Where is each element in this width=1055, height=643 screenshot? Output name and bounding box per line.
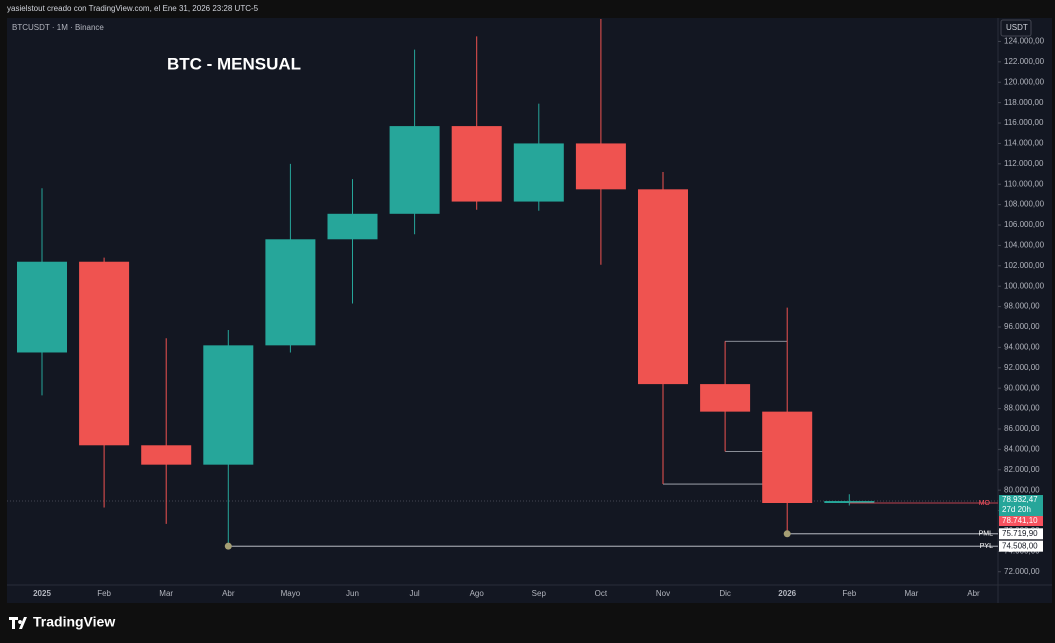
logo [9, 617, 27, 629]
candle-body [79, 261, 130, 446]
y-tick-label: 88.000,00 [1004, 404, 1040, 413]
candle-body [638, 189, 688, 385]
candle-body [141, 445, 192, 465]
y-tick-label: 84.000,00 [1004, 444, 1040, 453]
y-tick-label: 114.000,00 [1004, 139, 1044, 148]
x-tick-label: Jul [409, 589, 419, 598]
y-tick-label: 92.000,00 [1004, 363, 1040, 372]
x-tick-label: Feb [842, 589, 856, 598]
candle-body [203, 345, 254, 465]
y-tick-label: 122.000,00 [1004, 57, 1045, 66]
y-tick-label: 116.000,00 [1004, 118, 1044, 127]
x-tick-label: Nov [656, 589, 670, 598]
marker-name: PML [979, 531, 994, 538]
y-tick-label: 124.000,00 [1004, 37, 1045, 46]
candle-body [17, 261, 67, 353]
y-tick-label: 112.000,00 [1004, 159, 1044, 168]
y-tick-label: 104.000,00 [1004, 241, 1045, 250]
x-tick-label: Jun [346, 589, 359, 598]
x-tick-label: Dic [719, 589, 731, 598]
x-tick-label: Abr [967, 589, 980, 598]
marker-dot [783, 530, 791, 538]
chart-background [7, 18, 1052, 603]
y-tick-label: 118.000,00 [1004, 98, 1044, 107]
price-label: 78.741,10 [1002, 516, 1038, 525]
x-tick-label: Oct [595, 589, 608, 598]
marker-name: PYL [980, 543, 993, 550]
current-price-box [999, 495, 1043, 517]
brand: TradingView [33, 614, 115, 630]
candle-body [575, 143, 626, 190]
price-box [999, 528, 1043, 540]
candle-body [824, 501, 875, 503]
marker-name: MO [979, 500, 991, 507]
x-tick-label: Ago [470, 589, 485, 598]
y-tick-label: 96.000,00 [1004, 322, 1040, 331]
caption: yasielstout creado con TradingView.com, … [7, 4, 259, 13]
x-tick-label: Abr [222, 589, 235, 598]
x-tick-label: 2025 [33, 589, 51, 598]
symbol: BTCUSDT · 1M · Binance [12, 23, 104, 32]
currency-box [1000, 19, 1032, 37]
x-tick-label: Mar [905, 589, 919, 598]
y-tick-label: 98.000,00 [1004, 302, 1040, 311]
x-tick-label: Sep [532, 589, 547, 598]
y-tick-label: 82.000,00 [1004, 465, 1040, 474]
y-tick-label: 94.000,00 [1004, 342, 1040, 351]
marker-dot [224, 542, 232, 550]
y-tick-label: 110.000,00 [1004, 179, 1044, 188]
x-tick-label: 2026 [778, 589, 796, 598]
candle-body [513, 143, 564, 202]
candle-body [700, 384, 751, 412]
price-box [999, 540, 1043, 552]
candle-body [389, 126, 440, 214]
y-tick-label: 80.000,00 [1004, 485, 1040, 494]
candle-body [327, 213, 378, 240]
x-tick-label: Feb [97, 589, 111, 598]
y-tick-label: 72.000,00 [1004, 567, 1040, 576]
candle-body [265, 239, 316, 346]
x-tick-label: Mayo [281, 589, 301, 598]
y-tick-label: 90.000,00 [1004, 383, 1040, 392]
price-box [999, 514, 1043, 526]
current-price-label: 78.932,47 [1002, 495, 1038, 504]
y-tick-label: 102.000,00 [1004, 261, 1045, 270]
candle-body [762, 411, 813, 503]
price-label: 74.508,00 [1002, 541, 1038, 550]
chart-title: BTC - MENSUAL [167, 54, 301, 73]
y-tick-label: 100.000,00 [1004, 281, 1045, 290]
candle-body [451, 126, 502, 202]
x-tick-label: Mar [159, 589, 173, 598]
currency: USDT [1006, 23, 1028, 32]
y-tick-label: 106.000,00 [1004, 220, 1045, 229]
y-tick-label: 108.000,00 [1004, 200, 1045, 209]
y-tick-label: 86.000,00 [1004, 424, 1040, 433]
y-tick-label: 120.000,00 [1004, 77, 1045, 86]
price-label: 75.719,90 [1002, 529, 1038, 538]
countdown-label: 27d 20h [1002, 505, 1031, 514]
